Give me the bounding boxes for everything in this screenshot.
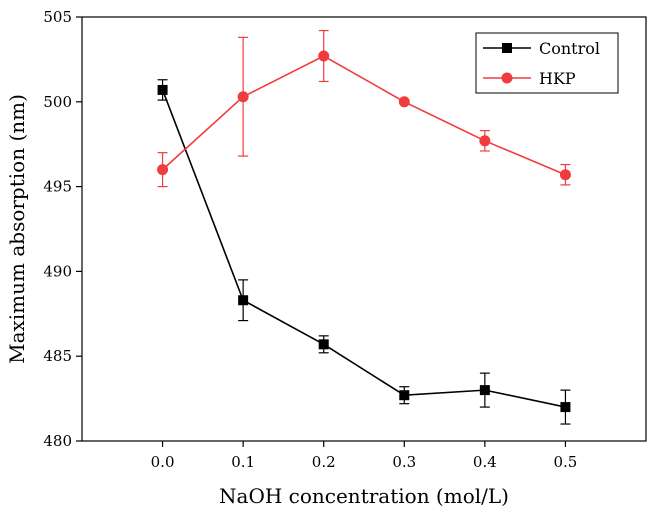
legend-marker-control [502,43,512,53]
series-layer [157,29,571,425]
series-hkp [157,29,571,188]
y-tick-label-1: 485 [43,347,72,365]
data-point-hkp-2 [318,50,330,62]
y-tick-label-3: 495 [43,178,72,196]
data-point-control-3 [399,390,410,401]
x-tick-label-3: 0.3 [392,453,416,471]
legend-label-control: Control [539,39,600,58]
y-tick-label-4: 500 [43,93,72,111]
data-point-hkp-1 [237,91,249,103]
data-point-hkp-3 [398,96,410,108]
data-point-control-2 [318,339,329,350]
data-point-hkp-5 [559,169,571,181]
x-tick-label-2: 0.2 [312,453,336,471]
y-tick-label-5: 505 [43,8,72,26]
data-point-hkp-0 [157,164,169,176]
legend: Control HKP [475,32,619,94]
series-line-control [161,89,566,408]
x-tick-label-0: 0.0 [151,453,175,471]
series-line-hkp [162,55,566,176]
data-point-hkp-4 [479,135,491,147]
plot-frame [81,16,647,442]
y-tick-label-2: 490 [43,262,72,280]
axes-layer: 0.0 0.1 0.2 0.3 0.4 0.5 480 485 490 495 500 505 [43,8,577,471]
legend-marker-hkp [501,72,513,84]
data-point-control-1 [238,295,249,306]
legend-label-hkp: HKP [539,69,576,88]
y-tick-label-0: 480 [43,432,72,450]
series-control [157,79,571,425]
x-tick-label-5: 0.5 [553,453,577,471]
data-point-control-5 [560,402,571,413]
y-axis-title: Maximum absorption (nm) [5,94,29,364]
data-point-control-0 [157,84,168,95]
x-tick-label-4: 0.4 [473,453,497,471]
data-point-control-4 [479,385,490,396]
x-axis-title: NaOH concentration (mol/L) [219,484,509,508]
x-tick-label-1: 0.1 [231,453,255,471]
legend-box [475,32,619,94]
